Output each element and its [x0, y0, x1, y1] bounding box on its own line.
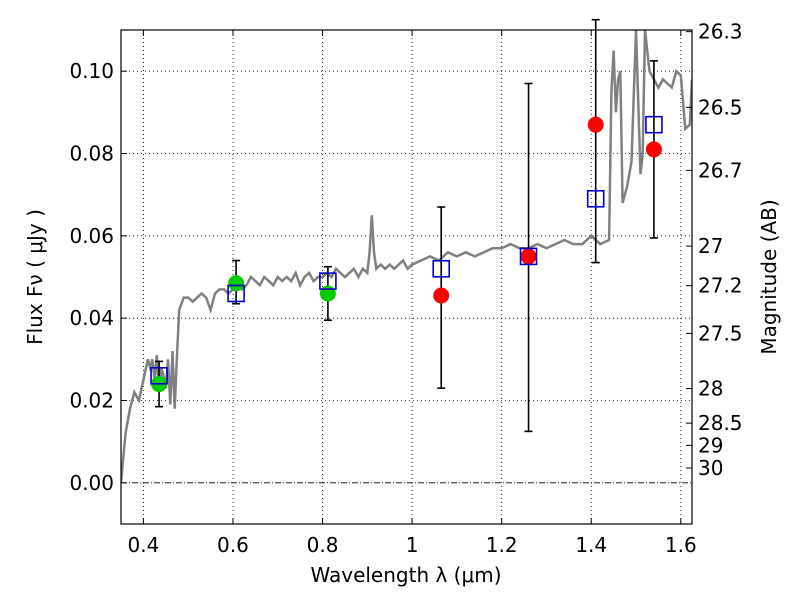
model-photometry-square	[319, 272, 337, 290]
y-tick-label: 0.02	[69, 389, 114, 413]
detection-point	[319, 285, 336, 302]
x-axis-ticks: 0.4 0.6 0.8 1 1.2 1.4 1.6	[127, 30, 697, 557]
magnitude-tick-label: 28	[698, 377, 723, 401]
model-photometry-squares	[150, 115, 663, 385]
magnitude-tick-label: 30	[698, 456, 723, 480]
error-bars	[155, 18, 658, 433]
grid-lines	[121, 30, 692, 524]
model-photometry-square	[519, 247, 538, 266]
non-detection-point	[645, 141, 662, 158]
magnitude-tick-label: 28.5	[698, 411, 743, 435]
magnitude-axis-label: Magnitude (AB)	[757, 199, 781, 354]
x-tick-label: 1.6	[665, 533, 697, 557]
model-photometry-square	[227, 284, 245, 303]
y-tick-label: 0.06	[69, 224, 114, 248]
photometry-points	[151, 116, 662, 393]
model-spectrum-line	[121, 30, 692, 483]
non-detection-point	[433, 287, 450, 304]
magnitude-tick-label: 26.5	[698, 95, 743, 119]
y-tick-label: 0.08	[69, 142, 114, 166]
y-axis-label: Flux Fν ( μJy )	[23, 209, 47, 345]
x-axis-label: Wavelength λ (μm)	[310, 563, 501, 587]
x-tick-label: 0.4	[127, 533, 159, 557]
y-tick-label: 0.04	[69, 306, 114, 330]
magnitude-tick-label: 29	[698, 433, 723, 457]
magnitude-tick-label: 27.5	[698, 321, 743, 345]
magnitude-tick-label: 26.3	[698, 20, 743, 44]
model-photometry-square	[586, 189, 605, 208]
x-tick-label: 1	[406, 533, 419, 557]
model-photometry-square	[645, 115, 663, 134]
plot-frame	[120, 29, 693, 525]
model-photometry-square	[150, 366, 168, 385]
y-tick-label: 0.10	[69, 59, 114, 83]
detection-point	[228, 275, 245, 292]
x-tick-label: 0.6	[217, 533, 249, 557]
non-detection-point	[587, 116, 604, 133]
magnitude-tick-label: 27	[698, 234, 723, 258]
model-photometry-square	[432, 259, 451, 278]
magnitude-tick-label: 27.2	[698, 274, 743, 298]
x-tick-label: 1.2	[486, 533, 518, 557]
magnitude-tick-label: 26.7	[698, 158, 743, 182]
x-tick-label: 1.4	[575, 533, 607, 557]
y-axis-ticks: 0.00 0.02 0.04 0.06 0.08 0.10	[69, 59, 127, 495]
y-tick-label: 0.00	[69, 471, 114, 495]
non-detection-point	[520, 248, 537, 265]
x-tick-label: 0.8	[307, 533, 339, 557]
